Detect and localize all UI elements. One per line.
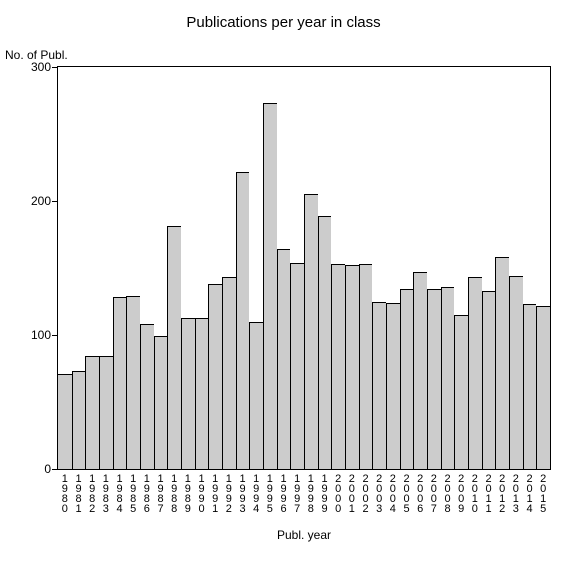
chart-title: Publications per year in class [0, 14, 567, 31]
bar [277, 249, 291, 469]
x-tick-label: 2005 [401, 473, 412, 513]
bar [400, 289, 414, 469]
x-tick-label: 1982 [86, 473, 97, 513]
bar [249, 322, 263, 469]
bar [509, 276, 523, 469]
bar [222, 277, 236, 469]
x-tick-label: 2015 [537, 473, 548, 513]
bar [167, 226, 181, 469]
bar [236, 172, 250, 469]
bar [468, 277, 482, 469]
x-tick-label: 1997 [291, 473, 302, 513]
bar [413, 272, 427, 469]
bar [495, 257, 509, 469]
y-tick-mark [52, 335, 57, 336]
x-tick-label: 1993 [237, 473, 248, 513]
bar [140, 324, 154, 469]
bar [58, 374, 72, 469]
plot-area [57, 66, 551, 470]
y-tick-mark [52, 469, 57, 470]
bar [345, 265, 359, 469]
bar [386, 303, 400, 469]
x-tick-label: 2007 [428, 473, 439, 513]
x-tick-label: 1988 [168, 473, 179, 513]
x-tick-label: 1980 [59, 473, 70, 513]
x-tick-label: 2009 [455, 473, 466, 513]
x-tick-label: 1984 [114, 473, 125, 513]
x-tick-label: 1998 [305, 473, 316, 513]
y-tick-label: 200 [21, 194, 51, 208]
bar [304, 194, 318, 469]
x-tick-label: 2002 [360, 473, 371, 513]
bar [318, 216, 332, 469]
bar [126, 296, 140, 469]
bar [290, 263, 304, 469]
x-tick-label: 1990 [196, 473, 207, 513]
y-tick-mark [52, 67, 57, 68]
x-tick-label: 1987 [155, 473, 166, 513]
bar [427, 289, 441, 469]
x-tick-label: 2000 [332, 473, 343, 513]
x-tick-label: 2010 [469, 473, 480, 513]
x-tick-label: 1989 [182, 473, 193, 513]
x-tick-label: 2014 [524, 473, 535, 513]
y-tick-label: 300 [21, 60, 51, 74]
x-tick-label: 1983 [100, 473, 111, 513]
x-tick-label: 1986 [141, 473, 152, 513]
x-tick-label: 2012 [496, 473, 507, 513]
bar [85, 356, 99, 469]
bar [113, 297, 127, 469]
bar [154, 336, 168, 469]
bar [523, 304, 537, 469]
bar [536, 306, 550, 469]
bar [359, 264, 373, 469]
bar [454, 315, 468, 469]
x-tick-label: 1995 [264, 473, 275, 513]
x-tick-label: 2001 [346, 473, 357, 513]
x-tick-label: 1999 [319, 473, 330, 513]
x-tick-label: 2004 [387, 473, 398, 513]
y-tick-mark [52, 201, 57, 202]
bar [331, 264, 345, 469]
x-tick-label: 1981 [73, 473, 84, 513]
x-tick-label: 1996 [278, 473, 289, 513]
bar [263, 103, 277, 469]
bar [208, 284, 222, 469]
x-tick-label: 2011 [483, 473, 494, 513]
x-axis-label: Publ. year [57, 528, 551, 542]
bar [99, 356, 113, 469]
x-tick-label: 1985 [127, 473, 138, 513]
x-tick-label: 1991 [209, 473, 220, 513]
x-tick-label: 1992 [223, 473, 234, 513]
bar [482, 291, 496, 469]
bar [72, 371, 86, 469]
bar [372, 302, 386, 470]
y-tick-label: 100 [21, 328, 51, 342]
x-tick-label: 1994 [250, 473, 261, 513]
y-tick-label: 0 [21, 462, 51, 476]
x-tick-label: 2013 [510, 473, 521, 513]
chart-frame: Publications per year in class No. of Pu… [0, 0, 567, 567]
x-tick-label: 2003 [373, 473, 384, 513]
x-tick-label: 2006 [414, 473, 425, 513]
bar [181, 318, 195, 469]
bar [195, 318, 209, 469]
x-tick-label: 2008 [442, 473, 453, 513]
bar [441, 287, 455, 469]
